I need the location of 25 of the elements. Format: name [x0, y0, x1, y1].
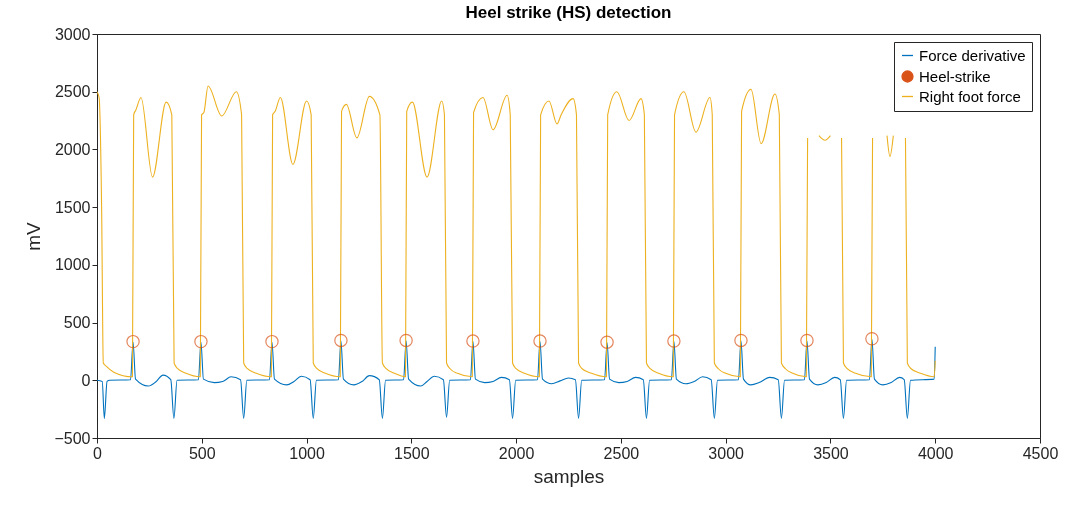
line-series — [97, 338, 936, 419]
x-tick-label: 2000 — [498, 444, 535, 462]
x-tick-label: 3500 — [813, 444, 849, 462]
x-tick-label: 4500 — [1022, 444, 1059, 462]
y-tick-label: −500 — [54, 429, 91, 447]
y-tick-label: 2000 — [54, 140, 91, 158]
chart-title: Heel strike (HS) detection — [465, 3, 672, 22]
y-tick-label: 0 — [81, 371, 91, 389]
legend-label: Force derivative — [919, 46, 1026, 64]
y-tick-label: 1000 — [54, 256, 91, 274]
x-tick-label: 1000 — [289, 444, 325, 462]
x-tick-label: 3000 — [708, 444, 745, 462]
y-axis-title: mV — [23, 221, 45, 251]
y-tick-label: 3000 — [54, 25, 91, 43]
y-tick-label: 1500 — [54, 198, 91, 216]
x-tick-label: 500 — [188, 444, 216, 462]
x-tick-label: 0 — [93, 444, 103, 462]
x-tick-label: 2500 — [603, 444, 640, 462]
legend-label: Heel-strike — [919, 67, 991, 85]
x-axis-title: samples — [533, 465, 605, 487]
x-tick-label: 1500 — [394, 444, 430, 462]
y-tick-label: 500 — [63, 314, 91, 332]
y-tick-label: 2500 — [54, 83, 91, 101]
x-tick-label: 4000 — [917, 444, 954, 462]
legend-label: Right foot force — [919, 87, 1021, 105]
